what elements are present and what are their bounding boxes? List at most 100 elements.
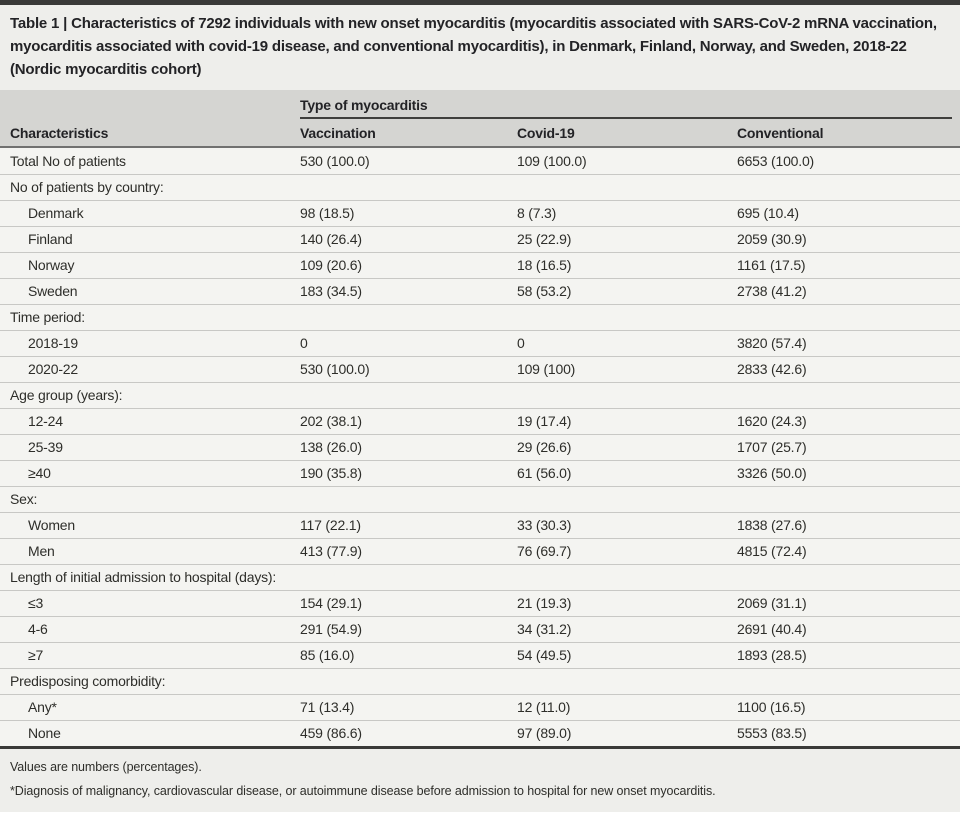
footnote-asterisk-note: *Diagnosis of malignancy, cardiovascular… <box>10 784 716 798</box>
cell-value: 138 (26.0) <box>300 439 362 455</box>
cell-value: 98 (18.5) <box>300 205 355 221</box>
row-label: 2020-22 <box>28 361 78 377</box>
cell-value: 0 <box>300 335 308 351</box>
column-header-vaccination: Vaccination <box>300 125 376 141</box>
table-row: 2018-19 0 0 3820 (57.4) <box>0 330 960 356</box>
cell-value: 2069 (31.1) <box>737 595 807 611</box>
cell-value: 18 (16.5) <box>517 257 572 273</box>
table-footnotes: Values are numbers (percentages). *Diagn… <box>0 746 960 812</box>
cell-value: 1838 (27.6) <box>737 517 807 533</box>
row-label: Denmark <box>28 205 84 221</box>
row-label: 4-6 <box>28 621 48 637</box>
cell-value: 140 (26.4) <box>300 231 362 247</box>
table-row: 2020-22 530 (100.0) 109 (100) 2833 (42.6) <box>0 356 960 382</box>
row-label: Sweden <box>28 283 78 299</box>
section-label: Age group (years): <box>10 387 123 403</box>
cell-value: 54 (49.5) <box>517 647 572 663</box>
cell-value: 2738 (41.2) <box>737 283 807 299</box>
cell-value: 5553 (83.5) <box>737 725 807 741</box>
cell-value: 183 (34.5) <box>300 283 362 299</box>
cell-value: 29 (26.6) <box>517 439 572 455</box>
cell-value: 25 (22.9) <box>517 231 572 247</box>
table-body: Total No of patients 530 (100.0) 109 (100.… <box>0 148 960 746</box>
table-row: ≥7 85 (16.0) 54 (49.5) 1893 (28.5) <box>0 642 960 668</box>
section-row: Predisposing comorbidity: <box>0 668 960 694</box>
cell-value: 109 (100.0) <box>517 152 587 169</box>
table-row: 12-24 202 (38.1) 19 (17.4) 1620 (24.3) <box>0 408 960 434</box>
column-header-covid19: Covid-19 <box>517 125 575 141</box>
row-label: 2018-19 <box>28 335 78 351</box>
table-row: 4-6 291 (54.9) 34 (31.2) 2691 (40.4) <box>0 616 960 642</box>
row-label: ≥7 <box>28 647 44 663</box>
cell-value: 19 (17.4) <box>517 413 572 429</box>
row-label: 12-24 <box>28 413 63 429</box>
row-label: Finland <box>28 231 73 247</box>
section-label: Length of initial admission to hospital … <box>10 569 277 585</box>
row-label: Any* <box>28 699 57 715</box>
row-label: Women <box>28 517 75 533</box>
table-row: Sweden 183 (34.5) 58 (53.2) 2738 (41.2) <box>0 278 960 304</box>
cell-value: 4815 (72.4) <box>737 543 807 559</box>
cell-value: 85 (16.0) <box>300 647 355 663</box>
cell-value: 2691 (40.4) <box>737 621 807 637</box>
section-row: Length of initial admission to hospital … <box>0 564 960 590</box>
cell-value: 2059 (30.9) <box>737 231 807 247</box>
row-label: 25-39 <box>28 439 63 455</box>
table-row: Men 413 (77.9) 76 (69.7) 4815 (72.4) <box>0 538 960 564</box>
column-header-row: Characteristics Vaccination Covid-19 Con… <box>0 119 960 148</box>
cell-value: 3820 (57.4) <box>737 335 807 351</box>
cell-value: 530 (100.0) <box>300 361 370 377</box>
table-title: Table 1 | Characteristics of 7292 indivi… <box>0 5 960 90</box>
cell-value: 2833 (42.6) <box>737 361 807 377</box>
cell-value: 0 <box>517 335 525 351</box>
cell-value: 71 (13.4) <box>300 699 355 715</box>
row-label: ≥40 <box>28 465 51 481</box>
cell-value: 291 (54.9) <box>300 621 362 637</box>
cell-value: 8 (7.3) <box>517 205 557 221</box>
section-label: Predisposing comorbidity: <box>10 673 166 689</box>
section-row: Time period: <box>0 304 960 330</box>
cell-value: 109 (100) <box>517 361 576 377</box>
table-row: Any* 71 (13.4) 12 (11.0) 1100 (16.5) <box>0 694 960 720</box>
cell-value: 34 (31.2) <box>517 621 572 637</box>
cell-value: 413 (77.9) <box>300 543 362 559</box>
section-label: No of patients by country: <box>10 179 164 195</box>
section-label: Time period: <box>10 309 85 325</box>
cell-value: 58 (53.2) <box>517 283 572 299</box>
cell-value: 97 (89.0) <box>517 725 572 741</box>
cell-value: 33 (30.3) <box>517 517 572 533</box>
cell-value: 117 (22.1) <box>300 517 361 533</box>
cell-value: 695 (10.4) <box>737 205 799 221</box>
cell-value: 1100 (16.5) <box>737 699 806 715</box>
cell-value: 190 (35.8) <box>300 465 362 481</box>
group-header-type-of-myocarditis: Type of myocarditis <box>300 90 952 119</box>
cell-value: 12 (11.0) <box>517 699 571 715</box>
cell-value: 3326 (50.0) <box>737 465 807 481</box>
table-row: Finland 140 (26.4) 25 (22.9) 2059 (30.9) <box>0 226 960 252</box>
cell-value: 1707 (25.7) <box>737 439 807 455</box>
cell-value: 1893 (28.5) <box>737 647 807 663</box>
table-row: Norway 109 (20.6) 18 (16.5) 1161 (17.5) <box>0 252 960 278</box>
cell-value: 154 (29.1) <box>300 595 362 611</box>
table-row: ≥40 190 (35.8) 61 (56.0) 3326 (50.0) <box>0 460 960 486</box>
cell-value: 6653 (100.0) <box>737 152 814 169</box>
footnote-values-note: Values are numbers (percentages). <box>10 760 202 774</box>
column-header-conventional: Conventional <box>737 125 824 141</box>
table-header: Type of myocarditis Characteristics Vacc… <box>0 90 960 148</box>
cell-value: 76 (69.7) <box>517 543 572 559</box>
row-label: Men <box>28 543 55 559</box>
group-header-row: Type of myocarditis <box>0 90 960 119</box>
section-label: Sex: <box>10 491 38 507</box>
cell-value: 61 (56.0) <box>517 465 572 481</box>
top-border-rule <box>0 0 960 5</box>
table-row: 25-39 138 (26.0) 29 (26.6) 1707 (25.7) <box>0 434 960 460</box>
cell-value: 202 (38.1) <box>300 413 362 429</box>
table-row: None 459 (86.6) 97 (89.0) 5553 (83.5) <box>0 720 960 746</box>
column-header-characteristics: Characteristics <box>10 125 109 141</box>
table-row: Total No of patients 530 (100.0) 109 (100.… <box>0 148 960 174</box>
row-label: Total No of patients <box>10 152 126 169</box>
group-header-spacer <box>0 90 300 119</box>
section-row: Sex: <box>0 486 960 512</box>
table-row: Women 117 (22.1) 33 (30.3) 1838 (27.6) <box>0 512 960 538</box>
